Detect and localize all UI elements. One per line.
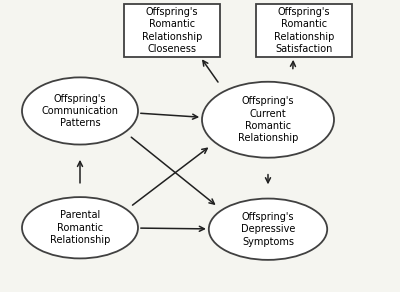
Text: Offspring's
Communication
Patterns: Offspring's Communication Patterns [42,93,118,128]
Text: Offspring's
Romantic
Relationship
Satisfaction: Offspring's Romantic Relationship Satisf… [274,7,334,54]
Ellipse shape [22,197,138,258]
Text: Offspring's
Current
Romantic
Relationship: Offspring's Current Romantic Relationshi… [238,96,298,143]
FancyBboxPatch shape [124,4,220,57]
Ellipse shape [22,77,138,145]
Text: Offspring's
Depressive
Symptoms: Offspring's Depressive Symptoms [241,212,295,247]
Ellipse shape [209,199,327,260]
Text: Offspring's
Romantic
Relationship
Closeness: Offspring's Romantic Relationship Closen… [142,7,202,54]
Text: Parental
Romantic
Relationship: Parental Romantic Relationship [50,210,110,245]
FancyBboxPatch shape [256,4,352,57]
Ellipse shape [202,82,334,158]
